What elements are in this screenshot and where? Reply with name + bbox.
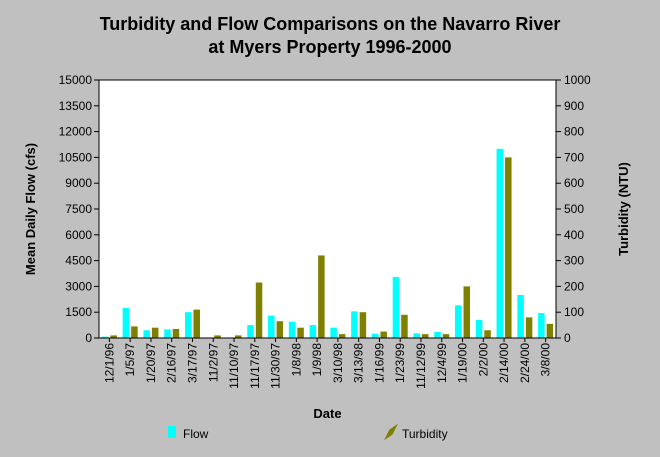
x-tick-label: 12/1/96 xyxy=(102,343,116,383)
y-right-tick-label: 800 xyxy=(564,125,584,139)
y-left-tick-label: 7500 xyxy=(65,202,92,216)
flow-bar xyxy=(434,331,441,338)
flow-bar xyxy=(330,327,337,338)
legend-flow-swatch xyxy=(168,426,176,438)
x-tick-label: 3/10/98 xyxy=(331,343,345,383)
turbidity-bar xyxy=(255,282,263,338)
turbidity-bar xyxy=(380,331,387,338)
y-right-tick-label: 700 xyxy=(564,150,584,164)
y-left-tick-label: 6000 xyxy=(65,228,92,242)
y-left-tick-label: 9000 xyxy=(65,176,92,190)
x-tick-label: 3/8/00 xyxy=(539,343,553,377)
turbidity-bar xyxy=(214,335,221,338)
flow-bar xyxy=(288,321,296,338)
turbidity-bar xyxy=(525,317,533,338)
flow-bar xyxy=(351,311,358,338)
plot-area xyxy=(98,79,557,339)
x-tick-label: 1/5/97 xyxy=(123,343,137,377)
turbidity-bar xyxy=(359,312,367,338)
y-right-tick-label: 300 xyxy=(564,254,584,268)
x-tick-label: 1/8/98 xyxy=(289,343,303,377)
flow-bar xyxy=(392,276,400,338)
y-left-tick-label: 10500 xyxy=(59,150,93,164)
y-right-tick-label: 500 xyxy=(564,202,584,216)
x-tick-label: 1/23/99 xyxy=(393,343,407,383)
y-left-tick-label: 4500 xyxy=(65,254,92,268)
legend-turbidity-swatch xyxy=(384,423,398,441)
y-left-tick-label: 0 xyxy=(85,331,92,345)
turbidity-bar xyxy=(151,327,159,338)
y-right-tick-label: 1000 xyxy=(564,73,591,87)
y-right-tick-label: 900 xyxy=(564,99,584,113)
x-tick-label: 2/2/00 xyxy=(476,343,490,377)
x-axis-title: Date xyxy=(313,406,341,421)
turbidity-bar xyxy=(276,321,284,338)
x-tick-label: 1/16/99 xyxy=(372,343,386,383)
flow-bar xyxy=(101,336,109,338)
turbidity-bar xyxy=(463,286,471,338)
legend-flow-label: Flow xyxy=(183,427,209,441)
y-right-tick-label: 200 xyxy=(564,279,584,293)
turbidity-bar xyxy=(297,327,304,338)
turbidity-bar xyxy=(401,314,408,338)
flow-bar xyxy=(309,325,317,338)
turbidity-bar xyxy=(193,309,200,338)
chart-title-line-1: Turbidity and Flow Comparisons on the Na… xyxy=(99,14,561,34)
turbidity-bar xyxy=(484,330,491,338)
turbidity-bar xyxy=(546,323,554,338)
x-tick-label: 12/4/99 xyxy=(435,343,449,383)
turbidity-bar xyxy=(338,334,346,338)
flow-bar xyxy=(413,333,420,338)
flow-bar xyxy=(475,319,483,338)
flow-bar xyxy=(247,325,254,338)
x-tick-label: 1/19/00 xyxy=(456,343,470,383)
x-tick-label: 3/13/98 xyxy=(352,343,366,383)
x-tick-label: 11/12/99 xyxy=(414,343,428,389)
flow-bar xyxy=(184,312,192,338)
y-left-tick-label: 15000 xyxy=(59,73,93,87)
y-right-tick-label: 600 xyxy=(564,176,584,190)
x-tick-label: 11/10/97 xyxy=(227,343,241,389)
y-right-tick-label: 400 xyxy=(564,228,584,242)
flow-bar xyxy=(143,330,150,338)
turbidity-bar xyxy=(131,326,138,338)
turbidity-bar xyxy=(505,157,512,338)
turbidity-bar xyxy=(442,334,450,338)
x-tick-label: 1/9/98 xyxy=(310,343,324,377)
turbidity-bar xyxy=(318,255,325,338)
y-right-tick-label: 100 xyxy=(564,305,584,319)
y-left-axis-title: Mean Daily Flow (cfs) xyxy=(23,143,38,275)
flow-bar xyxy=(496,148,504,338)
x-tick-label: 11/2/97 xyxy=(206,343,220,382)
flow-bar xyxy=(517,295,524,338)
y-left-tick-label: 12000 xyxy=(59,125,93,139)
flow-bar xyxy=(371,333,379,338)
turbidity-bar xyxy=(235,335,242,338)
turbidity-bar xyxy=(421,334,429,338)
y-left-tick-label: 13500 xyxy=(59,99,93,113)
turbidity-bar xyxy=(110,335,117,338)
x-tick-label: 1/20/97 xyxy=(144,343,158,383)
plot-frame xyxy=(98,79,557,339)
x-tick-label: 2/24/00 xyxy=(518,343,532,383)
chart-title-line-2: at Myers Property 1996-2000 xyxy=(208,37,452,57)
y-left-tick-label: 1500 xyxy=(65,305,92,319)
flow-bar xyxy=(455,305,462,338)
x-tick-label: 2/14/00 xyxy=(497,343,511,383)
flow-bar xyxy=(538,313,545,338)
x-tick-label: 3/17/97 xyxy=(185,343,199,383)
flow-bar xyxy=(122,307,130,338)
y-left-tick-label: 3000 xyxy=(65,279,92,293)
legend-turbidity-label: Turbidity xyxy=(402,427,448,441)
x-tick-label: 11/17/97 xyxy=(248,343,262,389)
y-right-tick-label: 0 xyxy=(564,331,571,345)
turbidity-bar xyxy=(172,328,180,338)
flow-bar xyxy=(164,329,171,338)
flow-bar xyxy=(268,315,275,338)
x-tick-label: 11/30/97 xyxy=(269,343,283,389)
x-tick-label: 2/16/97 xyxy=(165,343,179,383)
y-right-axis-title: Turbidity (NTU) xyxy=(616,162,631,256)
